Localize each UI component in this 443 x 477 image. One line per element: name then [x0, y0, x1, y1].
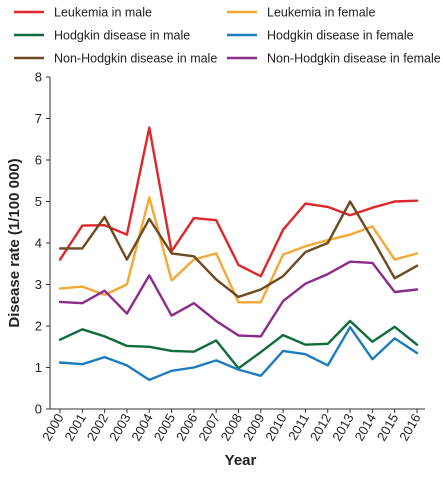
- series-line-4: [58, 200, 419, 299]
- x-tick-label: 2010: [262, 411, 289, 444]
- series-line-3: [58, 326, 419, 382]
- x-tick-label: 2009: [240, 411, 267, 444]
- y-tick-label: 6: [35, 153, 42, 168]
- x-tick-label: 2016: [396, 411, 423, 444]
- legend-label: Non-Hodgkin disease in female: [267, 52, 441, 66]
- x-tick-label: 2015: [374, 411, 401, 444]
- legend-label: Non-Hodgkin disease in male: [54, 52, 217, 66]
- legend-label: Hodgkin disease in female: [267, 29, 414, 43]
- x-tick-label: 2008: [218, 411, 245, 444]
- y-tick-label: 5: [35, 194, 42, 209]
- y-ticks: 0 1 2 3 4 5 6 7 8: [35, 70, 50, 417]
- x-tick-label: 2003: [106, 411, 133, 444]
- x-tick-label: 2005: [151, 411, 178, 444]
- x-tick-label: 2004: [128, 411, 155, 444]
- x-axis-title: Year: [225, 452, 257, 469]
- series-line-1: [58, 196, 419, 304]
- series-line-5: [58, 260, 419, 338]
- x-tick-label: 2006: [173, 411, 200, 444]
- y-tick-label: 8: [35, 70, 42, 85]
- y-tick-label: 4: [35, 236, 42, 251]
- x-ticks: 2000200120022003200420052006200720082009…: [39, 409, 424, 444]
- x-tick-label: 2012: [307, 411, 334, 444]
- legend-label: Hodgkin disease in male: [54, 29, 190, 43]
- series-lines: [58, 126, 419, 382]
- x-tick-label: 2007: [195, 411, 222, 444]
- x-tick-label: 2001: [61, 411, 88, 444]
- y-tick-label: 1: [35, 360, 42, 375]
- legend: Leukemia in male Leukemia in female Hodgki…: [14, 6, 441, 66]
- x-tick-label: 2014: [352, 411, 379, 444]
- series-line-2: [58, 319, 419, 370]
- x-tick-label: 2000: [39, 411, 66, 444]
- x-tick-label: 2011: [285, 411, 312, 443]
- legend-label: Leukemia in female: [267, 6, 375, 20]
- y-tick-label: 3: [35, 277, 42, 292]
- series-line-0: [58, 126, 419, 278]
- x-tick-label: 2002: [84, 411, 111, 444]
- y-tick-label: 2: [35, 319, 42, 334]
- x-tick-label: 2013: [329, 411, 356, 444]
- y-axis-title: Disease rate (1/100 000): [6, 158, 23, 327]
- legend-label: Leukemia in male: [54, 6, 152, 20]
- y-tick-label: 7: [35, 111, 42, 126]
- y-tick-label: 0: [35, 402, 42, 417]
